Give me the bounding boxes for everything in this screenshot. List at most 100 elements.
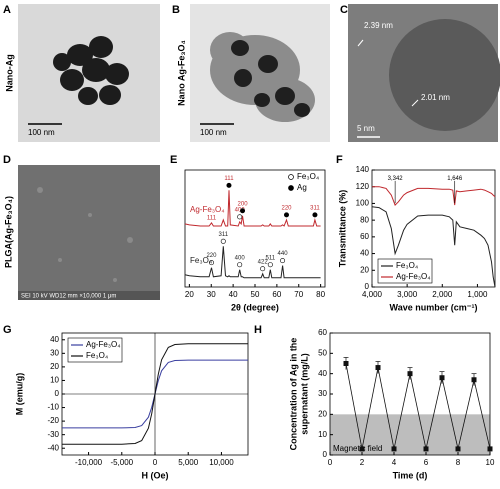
data-point bbox=[359, 446, 365, 452]
band-label: Magnetic field bbox=[333, 444, 382, 453]
x-tick-label: 0 bbox=[328, 458, 333, 467]
y-tick-label: 40 bbox=[360, 249, 369, 258]
peak-label: 511 bbox=[266, 255, 276, 261]
lattice-annotation: 2.39 nm bbox=[364, 21, 393, 30]
y-axis-label: Transmittance (%) bbox=[337, 190, 347, 268]
plot-frame bbox=[371, 169, 496, 288]
data-line bbox=[184, 190, 321, 227]
data-point bbox=[407, 371, 413, 377]
y-tick-label: 10 bbox=[318, 430, 327, 439]
x-tick-label: 40 bbox=[229, 290, 238, 299]
peak-marker bbox=[220, 238, 226, 244]
x-tick-label: 4,000 bbox=[362, 290, 383, 299]
series-label: Ag-Fe₃O₄ bbox=[190, 205, 225, 214]
lattice-annotation: 2.01 nm bbox=[421, 93, 450, 102]
legend-label: Ag bbox=[297, 183, 307, 192]
x-tick-label: -10,000 bbox=[75, 458, 103, 467]
panel-letter: D bbox=[3, 154, 11, 166]
x-tick-label: 2,000 bbox=[432, 290, 453, 299]
legend-label: Fe₃O₄ bbox=[396, 261, 418, 270]
peak-marker bbox=[240, 208, 246, 214]
y-tick-label: 20 bbox=[360, 265, 369, 274]
x-tick-label: 80 bbox=[316, 290, 325, 299]
panel-letter: G bbox=[3, 324, 12, 336]
legend-label: Fe₃O₄ bbox=[86, 351, 108, 360]
side-label: Nano Ag-Fe₃O₄ bbox=[176, 40, 186, 106]
x-tick-label: 10 bbox=[486, 458, 495, 467]
x-tick-label: 60 bbox=[272, 290, 281, 299]
sem-image-d bbox=[18, 165, 160, 300]
panel-letter: B bbox=[172, 4, 180, 16]
x-tick-label: 70 bbox=[294, 290, 303, 299]
x-tick-label: 50 bbox=[251, 290, 260, 299]
data-line bbox=[62, 343, 248, 445]
y-tick-label: 80 bbox=[360, 215, 369, 224]
peak-label: 220 bbox=[281, 205, 292, 211]
y-axis-label: Concentration of Ag in the bbox=[288, 338, 298, 451]
peak-label: 220 bbox=[206, 253, 217, 259]
x-axis-label: 2θ (degree) bbox=[231, 302, 279, 312]
legend-marker bbox=[288, 185, 294, 191]
data-point bbox=[375, 365, 381, 371]
y-tick-label: 30 bbox=[50, 348, 59, 357]
data-point bbox=[471, 377, 477, 383]
y-tick-label: 100 bbox=[356, 199, 370, 208]
data-point bbox=[439, 375, 445, 381]
side-label: PLGA(Ag-Fe₃O₄) bbox=[3, 196, 13, 268]
x-tick-label: 6 bbox=[424, 458, 429, 467]
data-point bbox=[487, 446, 493, 452]
legend-box bbox=[67, 337, 123, 363]
peak-label: 311 bbox=[218, 232, 228, 238]
scale-bar-label: 5 nm bbox=[357, 124, 375, 133]
x-tick-label: 20 bbox=[185, 290, 194, 299]
legend-label: Ag-Fe₃O₄ bbox=[396, 272, 431, 281]
legend-label: Fe₃O₄ bbox=[297, 172, 319, 181]
y-tick-label: 60 bbox=[360, 232, 369, 241]
scale-bar-label: 100 nm bbox=[28, 128, 55, 137]
legend-box bbox=[377, 258, 433, 284]
legend-marker bbox=[288, 174, 294, 180]
tem-image-b bbox=[190, 4, 330, 142]
x-tick-label: 0 bbox=[153, 458, 158, 467]
peak-marker bbox=[226, 182, 232, 188]
x-tick-label: 3,000 bbox=[397, 290, 418, 299]
hrtem-image-c bbox=[348, 4, 500, 142]
peak-marker bbox=[312, 212, 318, 218]
y-tick-label: 10 bbox=[50, 376, 59, 385]
y-tick-label: 0 bbox=[365, 282, 370, 291]
y-tick-label: 20 bbox=[318, 409, 327, 418]
x-axis-label: Time (d) bbox=[393, 470, 428, 480]
data-point bbox=[343, 361, 349, 366]
peak-marker bbox=[237, 262, 243, 268]
y-tick-label: -30 bbox=[47, 430, 59, 439]
panel-letter: H bbox=[254, 324, 262, 336]
panel-letter: F bbox=[336, 154, 343, 166]
series-label: Fe₃O₄ bbox=[190, 256, 212, 265]
x-tick-label: 8 bbox=[456, 458, 461, 467]
y-tick-label: 120 bbox=[356, 182, 370, 191]
peak-marker bbox=[267, 262, 273, 268]
peak-annotation: 1,646 bbox=[447, 176, 463, 182]
peak-marker bbox=[260, 266, 266, 272]
data-point bbox=[391, 446, 397, 452]
data-line bbox=[184, 246, 321, 279]
x-tick-label: -5,000 bbox=[110, 458, 133, 467]
y-tick-label: 20 bbox=[50, 362, 59, 371]
y-tick-label: 0 bbox=[323, 450, 328, 459]
panel-letter: E bbox=[170, 154, 177, 166]
peak-label: 200 bbox=[238, 201, 249, 207]
y-tick-label: -40 bbox=[47, 443, 59, 452]
data-line bbox=[371, 206, 496, 288]
tem-image-a bbox=[18, 4, 160, 142]
peak-label: 400 bbox=[235, 255, 246, 261]
peak-label: 111 bbox=[207, 215, 217, 221]
peak-marker bbox=[208, 260, 214, 266]
x-tick-label: 5,000 bbox=[178, 458, 199, 467]
y-tick-label: 60 bbox=[318, 328, 327, 337]
legend-label: Ag-Fe₃O₄ bbox=[86, 340, 121, 349]
scale-bar-label: 100 nm bbox=[200, 128, 227, 137]
peak-marker bbox=[283, 212, 289, 218]
x-axis-label: H (Oe) bbox=[142, 470, 169, 480]
side-label: Nano-Ag bbox=[4, 54, 14, 92]
